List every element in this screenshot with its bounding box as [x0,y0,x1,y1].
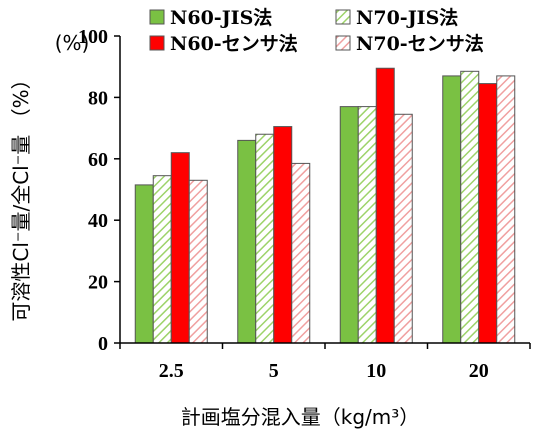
y-tick-label: 100 [78,26,108,48]
legend: N60-JIS法 N70-JIS法 N60-センサ法 N70-センサ法 [149,6,484,55]
bars [134,67,516,344]
legend-label: N70-センサ法 [356,32,484,55]
bar [496,75,516,344]
bar [188,179,208,344]
legend-swatch [149,9,165,25]
bar [478,83,498,344]
x-tick-label: 2.5 [159,360,184,382]
legend-swatch [335,9,351,25]
x-tick-label: 5 [269,360,279,382]
bar [375,67,395,344]
x-axis-title: 計画塩分混入量（kg/m³） [181,405,420,429]
y-tick-label: 40 [88,210,108,232]
bar [170,152,190,344]
bar [339,106,359,344]
y-unit-label: (%) [55,31,90,55]
bar [134,184,154,344]
bar [237,139,257,344]
bar [152,175,172,344]
x-axis-ticks: 2.5 5 10 20 [119,343,531,382]
legend-label: N60-センサ法 [170,32,298,55]
y-tick-label: 20 [88,272,108,294]
y-axis-ticks: 0 20 40 60 80 100 [78,26,120,355]
bar [255,133,275,344]
bar [442,75,462,344]
bar [357,106,377,344]
x-tick-label: 20 [469,360,489,382]
bar [273,126,293,344]
x-tick-label: 10 [366,360,386,382]
legend-swatch [335,35,351,51]
y-tick-label: 0 [98,333,108,355]
y-axis-title: 可溶性Cl⁻量/全Cl⁻量 （%） [9,69,33,321]
legend-label: N70-JIS法 [356,6,458,29]
legend-swatch [149,35,165,51]
bar [460,70,480,344]
legend-label: N60-JIS法 [170,6,272,29]
bar [393,113,413,344]
bar [291,162,311,344]
y-tick-label: 80 [88,87,108,109]
y-axis-title-text: 可溶性Cl⁻量/全Cl⁻量 （%） [9,69,33,321]
y-tick-label: 60 [88,149,108,171]
